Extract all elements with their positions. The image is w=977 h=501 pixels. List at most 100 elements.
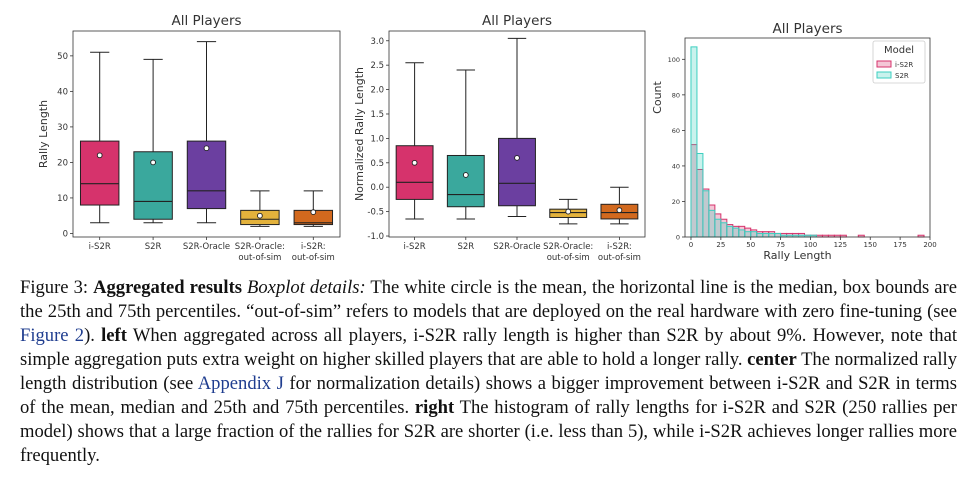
hist-bar xyxy=(702,190,710,238)
y-tick-label: 0 xyxy=(676,234,680,242)
x-tick-label: out-of-sim xyxy=(547,253,590,263)
hist-bar xyxy=(720,222,728,238)
caption-text-5: for normalization details) shows a bigge… xyxy=(20,373,957,418)
mean-marker xyxy=(310,209,317,215)
x-tick-label: 200 xyxy=(923,241,936,249)
boxplot-panel-1: All Players Rally Length 0 10 20 30 40 50 i-S2R S… xyxy=(37,13,341,263)
x-tick-label: S2R-Oracle: xyxy=(235,242,285,252)
caption-text-2: ). xyxy=(84,325,95,346)
box xyxy=(446,154,485,208)
x-tick-label: 100 xyxy=(804,241,817,249)
box xyxy=(133,151,173,220)
box xyxy=(186,140,227,210)
caption-text-4: The normalized rally length distribution… xyxy=(20,349,958,394)
x-tick-label: S2R-Oracle: xyxy=(543,242,593,252)
hist-bar xyxy=(732,227,740,238)
y-tick-label: 100 xyxy=(668,56,680,64)
figure: All Players Rally Length 0 10 20 30 40 50 i-S2R S… xyxy=(37,13,937,263)
y-tick-label: 3.0 xyxy=(370,37,384,47)
y-axis-label: Normalized Rally Length xyxy=(353,67,366,201)
chart-title: All Players xyxy=(171,13,241,29)
hist-bar xyxy=(696,152,704,238)
y-tick-label: 0.0 xyxy=(370,183,384,193)
y-tick-label: 1.5 xyxy=(370,110,384,120)
x-tick-label: i-S2R xyxy=(404,242,426,252)
y-tick-label: 10 xyxy=(57,194,68,204)
y-tick-label: 0 xyxy=(63,229,68,239)
x-tick-label: 175 xyxy=(893,241,906,249)
x-tick-label: S2R xyxy=(145,242,162,252)
x-tick-label: 150 xyxy=(864,241,877,249)
hist-bar xyxy=(726,225,734,238)
x-tick-label: out-of-sim xyxy=(292,253,335,263)
x-tick-label: S2R-Oracle xyxy=(493,242,540,252)
legend-label: S2R xyxy=(895,72,909,80)
hist-bar xyxy=(714,218,722,238)
legend: Model i-S2R S2R xyxy=(872,40,926,84)
mean-marker xyxy=(411,159,418,166)
caption-right-label: right xyxy=(414,397,455,418)
caption-subheading: Boxplot details: xyxy=(247,277,366,298)
y-tick-label: -1.0 xyxy=(367,232,384,242)
histogram-panel: All Players 0 20 40 60 80 100 0 25 50 75 100 125 150 1… xyxy=(651,21,937,262)
hist-bar xyxy=(690,46,698,238)
caption-text-3: When aggregated across all players, i-S2… xyxy=(20,325,957,370)
hist-bar xyxy=(708,209,716,238)
legend-swatch xyxy=(876,71,892,79)
x-tick-label: out-of-sim xyxy=(238,253,281,263)
caption-left-label: left xyxy=(101,325,127,346)
boxplot-panel-2: All Players Normalized Rally Length -1.0 -0… xyxy=(353,13,646,263)
y-tick-label: 40 xyxy=(57,87,68,97)
y-tick-label: 2.5 xyxy=(370,61,384,71)
mean-marker xyxy=(565,208,572,215)
y-tick-label: 0.5 xyxy=(370,159,384,169)
plot-frame xyxy=(684,37,931,238)
legend-label: i-S2R xyxy=(895,61,913,69)
chart-title: All Players xyxy=(482,13,552,29)
box xyxy=(498,137,536,207)
mean-marker xyxy=(150,159,156,166)
mean-marker xyxy=(462,172,469,178)
mean-marker xyxy=(96,152,103,159)
figure-plots: All Players Rally Length 0 10 20 30 40 50 i-S2R S… xyxy=(37,13,937,263)
mean-marker xyxy=(257,212,263,219)
mean-marker xyxy=(203,145,210,152)
chart-title: All Players xyxy=(772,21,842,37)
caption-fig-label: Figure 3: xyxy=(20,277,89,298)
y-axis-label: Count xyxy=(651,80,664,113)
box xyxy=(395,145,434,200)
caption-heading: Aggregated results xyxy=(93,277,242,298)
hist-bar xyxy=(744,231,752,238)
caption-text-6: The histogram of rally lengths for i-S2R… xyxy=(20,397,957,466)
legend-title: Model xyxy=(884,45,914,56)
y-tick-label: 60 xyxy=(672,127,680,135)
x-tick-label: 125 xyxy=(834,241,847,249)
mean-marker xyxy=(514,155,520,161)
y-tick-label: 2.0 xyxy=(370,86,384,96)
y-tick-label: 1.0 xyxy=(370,134,384,144)
x-axis-label: Rally Length xyxy=(763,249,831,262)
x-tick-label: out-of-sim xyxy=(598,253,641,263)
y-tick-label: 30 xyxy=(57,123,68,133)
x-tick-label: 50 xyxy=(746,241,755,249)
appendix-j-link[interactable]: Appendix J xyxy=(197,373,284,394)
hist-bar xyxy=(762,232,770,238)
y-tick-label: 20 xyxy=(57,158,68,168)
x-tick-label: S2R-Oracle xyxy=(183,242,230,252)
x-tick-label: i-S2R xyxy=(89,242,111,252)
legend-swatch xyxy=(876,60,892,68)
x-tick-label: 25 xyxy=(716,241,725,249)
hist-bar xyxy=(738,229,746,238)
hist-bar xyxy=(756,232,764,238)
mean-marker xyxy=(616,207,623,214)
y-tick-label: -0.5 xyxy=(367,208,384,218)
figure-2-link[interactable]: Figure 2 xyxy=(20,325,85,346)
x-tick-label: i-S2R: xyxy=(607,242,632,252)
x-tick-label: 0 xyxy=(689,241,693,249)
x-tick-label: 75 xyxy=(776,241,785,249)
caption-center-label: center xyxy=(747,349,797,370)
x-tick-label: S2R xyxy=(457,242,474,252)
y-axis-label: Rally Length xyxy=(37,100,50,168)
y-tick-label: 20 xyxy=(672,198,680,206)
hist-bar xyxy=(774,232,782,238)
